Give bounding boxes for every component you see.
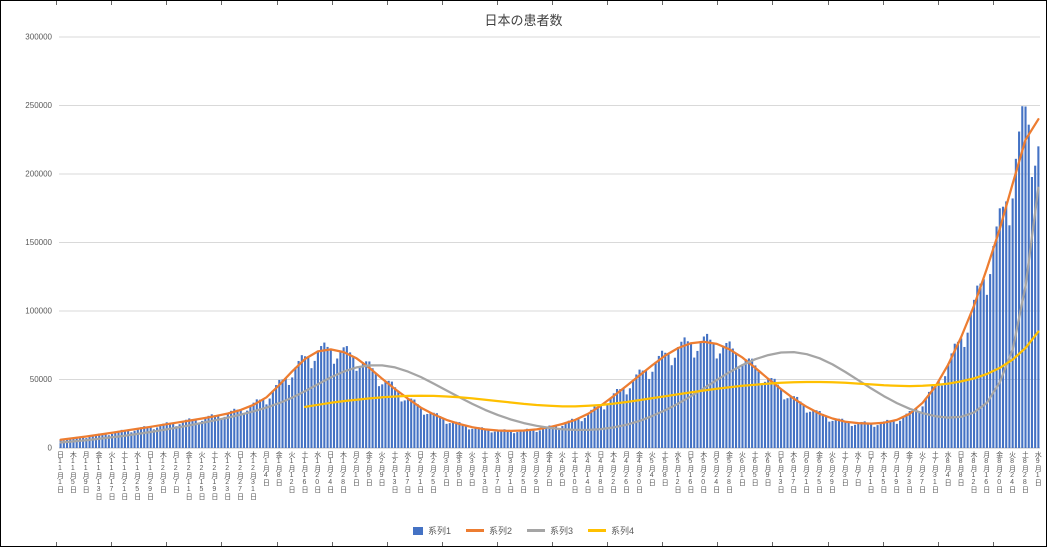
column-gridline-tick [607,542,609,546]
column-gridline-tick [56,1,58,5]
legend-item-series3[interactable]: 系列3 [527,524,573,537]
legend-item-series1[interactable]: 系列1 [412,524,451,537]
column-gridline-tick [827,542,829,546]
column-gridline-tick [496,1,498,5]
y-axis-labels: 0 50000 100000 150000 200000 250000 300000 [25,33,52,453]
column-gridline-tick [662,1,664,5]
column-gridline-tick [111,542,113,546]
column-gridline-tick [772,1,774,5]
column-gridline-tick [166,1,168,5]
line-series3 [59,186,1040,444]
legend-label-series1: 系列1 [427,526,451,536]
column-gridline-tick [772,542,774,546]
column-gridline-tick [992,1,994,5]
series4-line-marker-icon [588,529,607,532]
column-gridline-tick [552,542,553,546]
legend-label-series2: 系列2 [488,526,512,536]
column-gridline-tick [882,542,884,546]
series1-bar-marker-icon [412,526,423,535]
column-gridline-tick [386,1,388,5]
column-gridline-tick [331,542,333,546]
column-gridline-tick [992,542,994,546]
line-series4 [303,330,1040,409]
column-gridline-tick [937,542,939,546]
svg-text:50000: 50000 [30,375,53,384]
legend-item-series4[interactable]: 系列4 [588,524,634,537]
column-gridline-tick [386,542,388,546]
y-gridlines [59,36,1040,380]
column-gridline-tick [717,1,719,5]
column-gridline-tick [331,1,333,5]
svg-text:300000: 300000 [25,33,52,42]
column-gridline-tick [827,1,829,5]
svg-text:100000: 100000 [25,307,52,316]
column-gridline-tick [662,542,664,546]
column-gridline-tick [166,542,168,546]
column-gridline-tick [882,1,884,5]
legend-item-series2[interactable]: 系列2 [465,524,512,537]
series3-line-marker-icon [527,529,545,532]
column-gridline-tick [221,1,223,5]
column-gridline-tick [221,542,223,546]
svg-text:0: 0 [48,444,53,453]
column-gridline-tick [441,1,443,5]
column-gridline-tick [56,542,58,546]
column-gridline-tick [607,1,609,5]
legend-label-series4: 系列4 [611,526,635,536]
column-gridline-tick [496,542,498,546]
chart-legend: 系列1 系列2 系列3 系列4 [1,524,1046,537]
line-series2 [59,118,1040,441]
column-gridline-tick [276,1,278,5]
column-gridline-tick [717,542,719,546]
column-gridline-tick [552,1,553,5]
column-gridline-tick [111,1,113,5]
bars-series1 [59,106,1040,449]
column-gridline-tick [276,542,278,546]
svg-text:150000: 150000 [25,238,52,247]
column-gridline-tick [937,1,939,5]
svg-text:200000: 200000 [25,170,52,179]
column-gridline-tick [441,542,443,546]
legend-label-series3: 系列3 [550,526,574,536]
series2-line-marker-icon [465,529,484,532]
svg-text:250000: 250000 [25,101,52,110]
chart-title: 日本の患者数 [484,13,563,28]
